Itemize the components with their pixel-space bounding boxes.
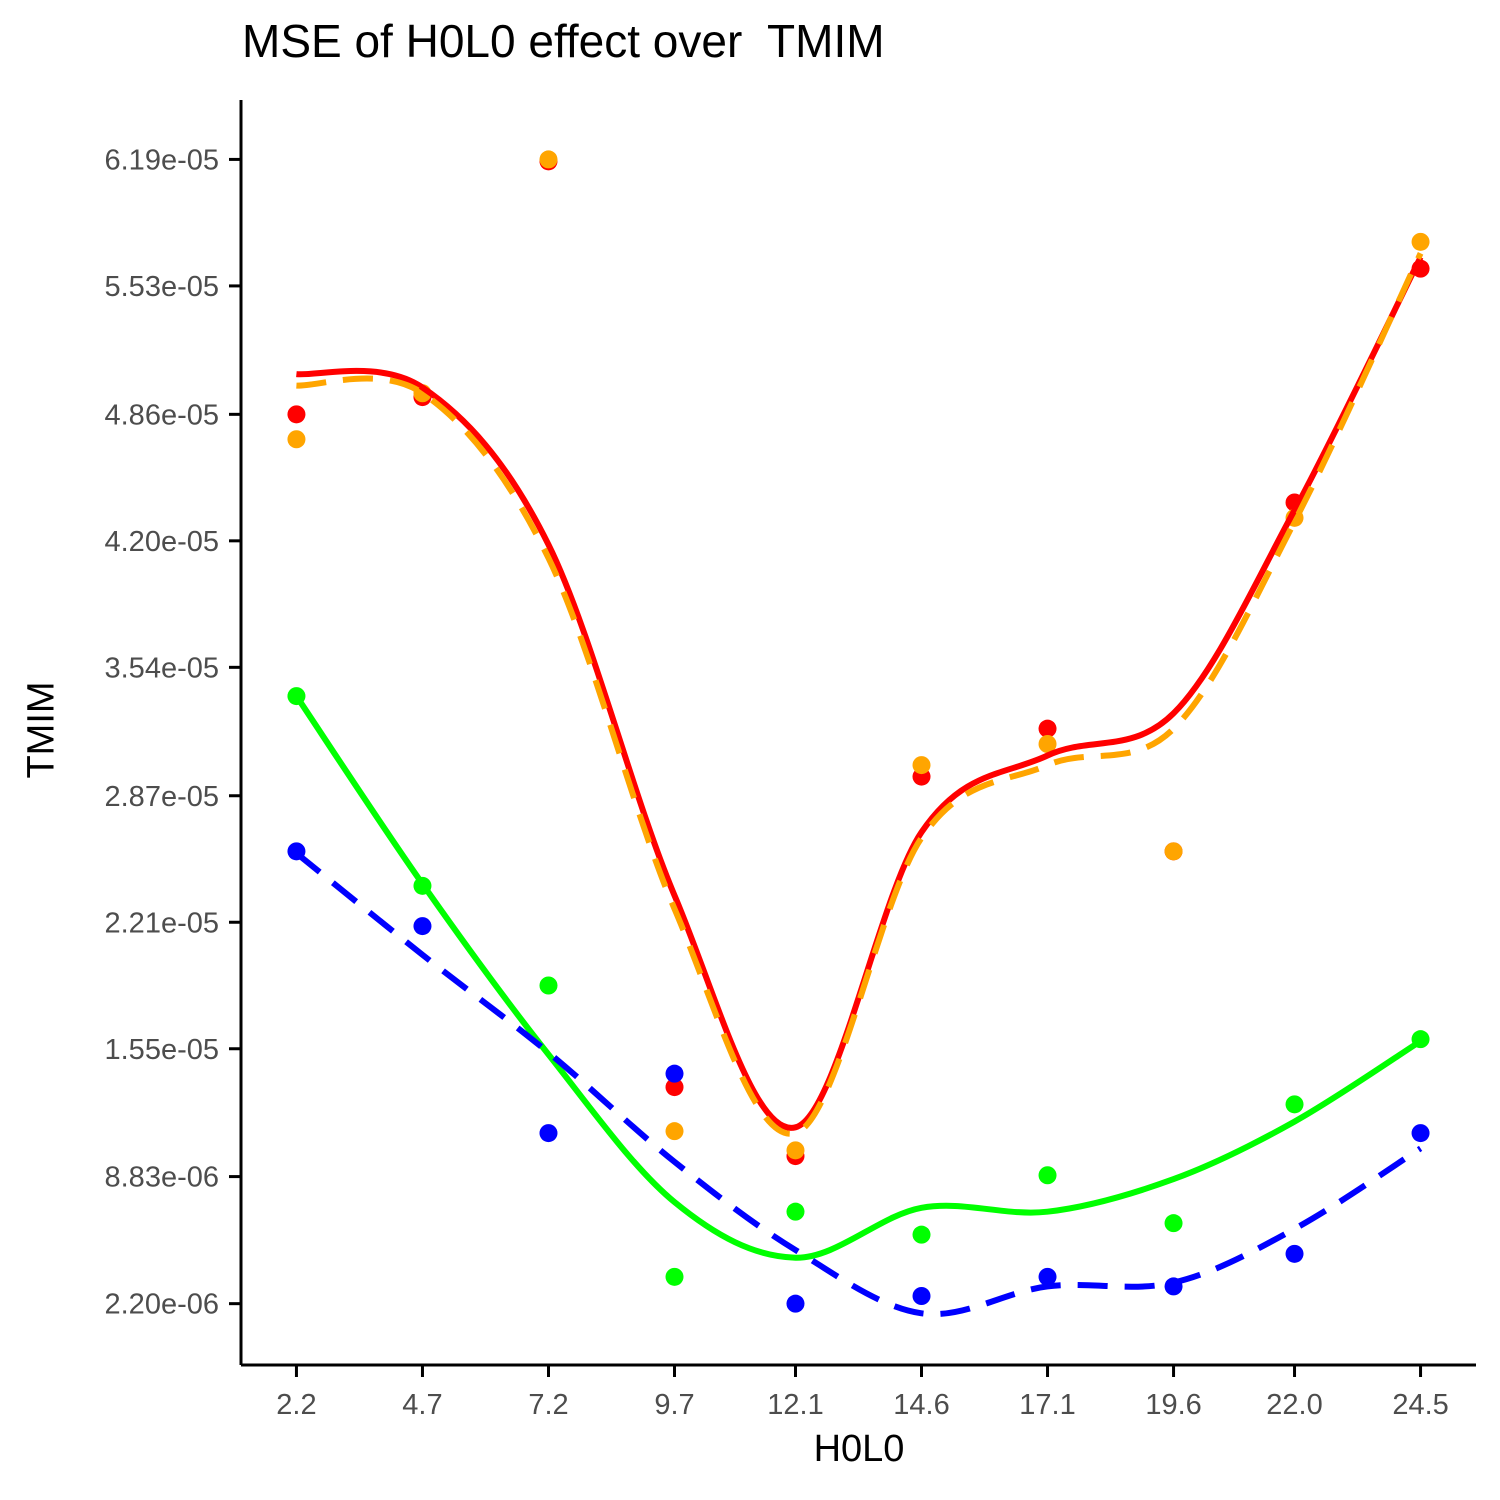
y-tick-label: 4.20e-05 xyxy=(105,526,220,558)
data-point-series-1 xyxy=(1164,842,1183,861)
data-point-series-1 xyxy=(1411,232,1430,251)
data-point-series-3 xyxy=(1038,1267,1057,1286)
x-tick-label: 14.6 xyxy=(893,1389,949,1421)
data-point-series-2 xyxy=(912,1225,931,1244)
x-tick-label: 2.2 xyxy=(276,1389,316,1421)
data-point-series-0 xyxy=(287,405,306,424)
y-tick-label: 4.86e-05 xyxy=(105,399,220,431)
smooth-line-series-1 xyxy=(296,252,1424,1137)
data-point-series-3 xyxy=(786,1294,805,1313)
axis-ticks: 2.20e-06 8.83e-06 1.55e-05 2.21e-05 2.87e-05… xyxy=(105,144,1449,1421)
data-point-series-3 xyxy=(912,1287,931,1305)
y-tick-label: 6.19e-05 xyxy=(105,144,220,176)
data-point-series-2 xyxy=(1038,1166,1057,1185)
data-point-series-2 xyxy=(1285,1095,1304,1114)
data-point-series-2 xyxy=(786,1202,805,1221)
y-tick-label: 2.87e-05 xyxy=(105,781,220,813)
data-point-series-0 xyxy=(665,1078,684,1097)
data-point-series-2 xyxy=(665,1267,684,1286)
data-point-series-1 xyxy=(539,150,558,169)
data-point-series-3 xyxy=(539,1124,558,1143)
x-axis-title: H0L0 xyxy=(813,1428,905,1470)
x-tick-label: 12.1 xyxy=(767,1389,823,1421)
y-tick-label: 2.21e-05 xyxy=(105,907,220,939)
data-point-series-3 xyxy=(1411,1124,1430,1143)
smooth-line-series-2 xyxy=(293,694,1423,1261)
x-tick-label: 19.6 xyxy=(1145,1389,1201,1421)
y-axis-title: TMIM xyxy=(20,681,63,779)
data-point-series-3 xyxy=(413,917,432,936)
x-tick-label: 9.7 xyxy=(654,1389,694,1421)
y-tick-label: 3.54e-05 xyxy=(105,652,220,684)
data-point-series-3 xyxy=(1285,1244,1304,1263)
data-point-series-2 xyxy=(539,976,558,995)
data-point-series-1 xyxy=(287,430,306,449)
x-tick-label: 4.7 xyxy=(402,1389,442,1421)
y-tick-label: 8.83e-06 xyxy=(105,1162,220,1194)
y-tick-label: 1.55e-05 xyxy=(105,1034,220,1066)
data-point-series-3 xyxy=(665,1064,684,1083)
chart-title: MSE of H0L0 effect over TMIM xyxy=(242,15,885,67)
data-point-series-1 xyxy=(912,756,931,775)
data-point-series-1 xyxy=(786,1141,805,1160)
x-tick-label: 22.0 xyxy=(1266,1389,1322,1421)
smooth-line-series-3 xyxy=(294,850,1423,1318)
data-point-series-1 xyxy=(665,1122,684,1141)
smooth-line-series-0 xyxy=(296,255,1424,1131)
data-point-series-1 xyxy=(1038,735,1057,753)
x-tick-label: 7.2 xyxy=(528,1389,568,1421)
data-point-series-0 xyxy=(1038,719,1057,738)
x-tick-label: 17.1 xyxy=(1019,1389,1075,1421)
y-tick-label: 2.20e-06 xyxy=(105,1289,220,1321)
chart-marks xyxy=(287,150,1430,1318)
data-point-series-2 xyxy=(1164,1214,1183,1233)
x-tick-label: 24.5 xyxy=(1392,1389,1448,1421)
y-tick-label: 5.53e-05 xyxy=(105,271,220,303)
